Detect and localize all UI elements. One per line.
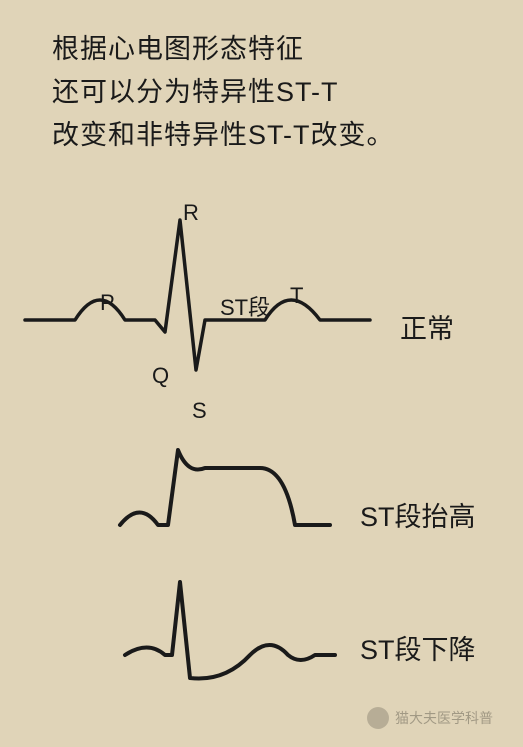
heading-text: 根据心电图形态特征 还可以分为特异性ST-T 改变和非特异性ST-T改变。: [52, 28, 395, 158]
label-t: T: [290, 283, 303, 309]
normal-ecg-path: [25, 220, 370, 370]
label-st-segment: ST段: [220, 290, 270, 322]
st-depression-diagram: [110, 570, 350, 710]
watermark: 猫大夫医学科普: [367, 707, 493, 729]
caption-normal: 正常: [400, 307, 454, 346]
label-p: P: [100, 290, 115, 316]
heading-line3: 改变和非特异性ST-T改变。: [52, 114, 395, 157]
watermark-text: 猫大夫医学科普: [395, 708, 493, 728]
caption-st-elevation: ST段抬高: [360, 495, 476, 534]
heading-line1: 根据心电图形态特征: [52, 28, 395, 71]
st-depression-path: [125, 582, 335, 679]
label-r: R: [183, 200, 199, 226]
st-elevation-path: [120, 450, 330, 525]
wechat-icon: [367, 707, 389, 729]
heading-line2: 还可以分为特异性ST-T: [52, 71, 395, 114]
caption-st-depression: ST段下降: [360, 628, 476, 667]
normal-ecg-diagram: [20, 200, 380, 420]
st-elevation-diagram: [110, 430, 350, 560]
label-q: Q: [152, 363, 169, 389]
label-s: S: [192, 398, 207, 424]
